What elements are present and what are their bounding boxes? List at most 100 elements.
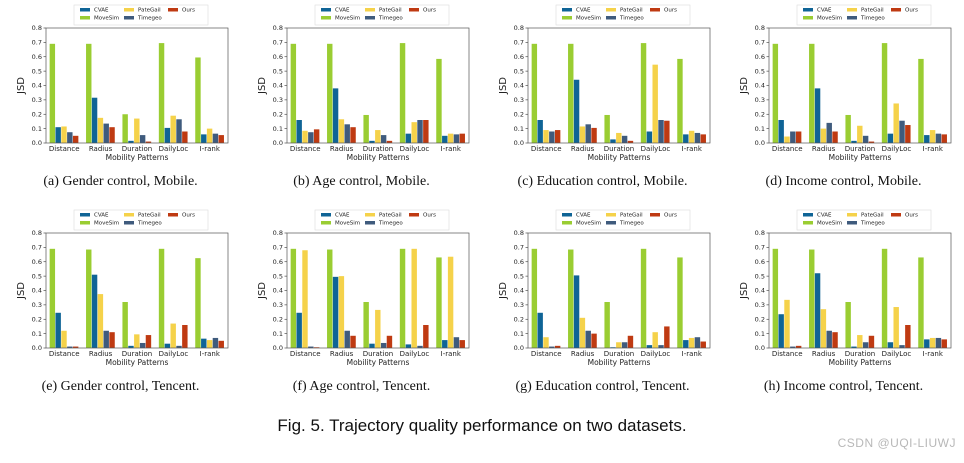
x-tick-label: I-rank [441,350,462,358]
svg-text:Timegeo: Timegeo [619,221,644,227]
bar-ours [591,127,597,143]
bar-ours [627,335,634,348]
bar-ours [313,129,320,143]
x-tick-label: Radius [89,350,113,358]
bar-pategail [170,323,176,348]
x-tick-label: Duration [363,350,393,358]
x-tick-label: I-rank [682,350,703,358]
x-tick-label: Distance [772,145,803,153]
bar-pategail [338,119,345,143]
bar-pategail [929,337,936,348]
bar-pategail [411,122,417,143]
bar-cvae [573,275,580,348]
bar-movesim [881,43,888,143]
svg-text:Ours: Ours [664,213,677,219]
bar-timegeo [899,345,905,348]
bar-chart: CVAE MoveSim PateGail Timegeo Ours 0.0 0.1 0.2 0… [498,209,711,367]
bar-pategail [579,317,586,348]
svg-text:Timegeo: Timegeo [137,221,162,227]
bar-pategail [411,248,417,348]
x-tick-label: I-rank [923,145,944,153]
bar-cvae [369,343,375,348]
bar-pategail [375,130,381,143]
bar-timegeo [694,337,701,348]
chart-panel-f: CVAE MoveSim PateGail Timegeo Ours 0.0 0.1 0.2 0… [241,205,482,405]
subfigure-caption: (c) Education control, Mobile. [517,174,688,189]
svg-text:0.5: 0.5 [273,67,283,75]
x-tick-label: I-rank [441,145,462,153]
x-tick-label: Duration [363,145,393,153]
bar-ours [905,325,911,348]
svg-text:0.0: 0.0 [514,139,524,147]
bar-movesim [158,248,165,348]
x-axis-label: Mobility Patterns [106,153,169,162]
svg-text:0.6: 0.6 [755,53,765,61]
x-axis-label: Mobility Patterns [106,358,169,367]
svg-text:0.4: 0.4 [514,82,524,90]
bar-cvae [537,312,543,348]
svg-text:PateGail: PateGail [379,8,402,14]
svg-text:0.6: 0.6 [514,53,524,61]
x-tick-label: I-rank [200,145,221,153]
svg-text:0.6: 0.6 [273,53,283,61]
subfigure-caption: (a) Gender control, Mobile. [43,174,198,189]
x-tick-label: Distance [290,145,321,153]
bar-pategail [857,335,863,348]
svg-text:0.8: 0.8 [755,229,765,237]
svg-text:Ours: Ours [905,8,918,14]
bar-timegeo [935,133,942,143]
bar-cvae [683,134,689,143]
subfigure-caption: (h) Income control, Tencent. [763,379,924,394]
bar-ours [459,340,465,348]
svg-text:0.1: 0.1 [273,125,283,133]
bar-timegeo [308,346,314,348]
bar-movesim [918,58,924,143]
bar-movesim [290,43,297,143]
bar-pategail [929,130,936,143]
svg-text:0.4: 0.4 [514,287,524,295]
svg-text:0.6: 0.6 [514,258,524,266]
bar-movesim [677,58,683,143]
bar-movesim [531,248,538,348]
bar-ours [627,140,634,143]
x-tick-label: Duration [845,350,875,358]
bar-ours [145,335,152,348]
x-tick-label: Distance [772,350,803,358]
x-tick-label: Distance [531,350,562,358]
bar-cvae [442,340,448,348]
bar-ours [832,332,838,348]
bar-pategail [375,309,381,348]
svg-text:0.4: 0.4 [755,82,765,90]
bar-cvae [683,340,689,348]
svg-text:0.5: 0.5 [755,67,765,75]
bar-timegeo [67,132,73,143]
bar-ours [386,140,393,143]
svg-text:0.7: 0.7 [32,39,42,47]
bar-movesim [677,257,683,348]
bar-movesim [49,248,56,348]
chart-legend: CVAE MoveSim PateGail Timegeo Ours [796,4,932,26]
svg-text:MoveSim: MoveSim [817,221,842,227]
chart-legend: CVAE MoveSim PateGail Timegeo Ours [796,209,932,231]
bar-pategail [688,130,695,143]
bar-chart: CVAE MoveSim PateGail Timegeo Ours 0.0 0.1 0.2 0… [16,209,229,367]
svg-text:0.1: 0.1 [273,330,283,338]
bar-ours [423,325,429,348]
bar-movesim [772,43,779,143]
bar-pategail [893,103,899,143]
bar-cvae [332,88,339,143]
bar-timegeo [621,342,628,348]
bar-movesim [399,43,406,143]
svg-text:MoveSim: MoveSim [576,16,601,22]
bar-ours [664,120,670,143]
bar-pategail [543,130,549,143]
bar-ours [423,120,429,143]
x-tick-label: DailyLoc [641,145,671,153]
x-tick-label: DailyLoc [159,350,189,358]
bar-ours [554,130,561,143]
bar-cvae [778,314,784,348]
bar-movesim [122,114,128,143]
chart-panel-a: CVAE MoveSim PateGail Timegeo Ours 0.0 0.1 0.2 0… [0,0,241,200]
svg-text:0.1: 0.1 [755,125,765,133]
svg-text:PateGail: PateGail [138,213,161,219]
